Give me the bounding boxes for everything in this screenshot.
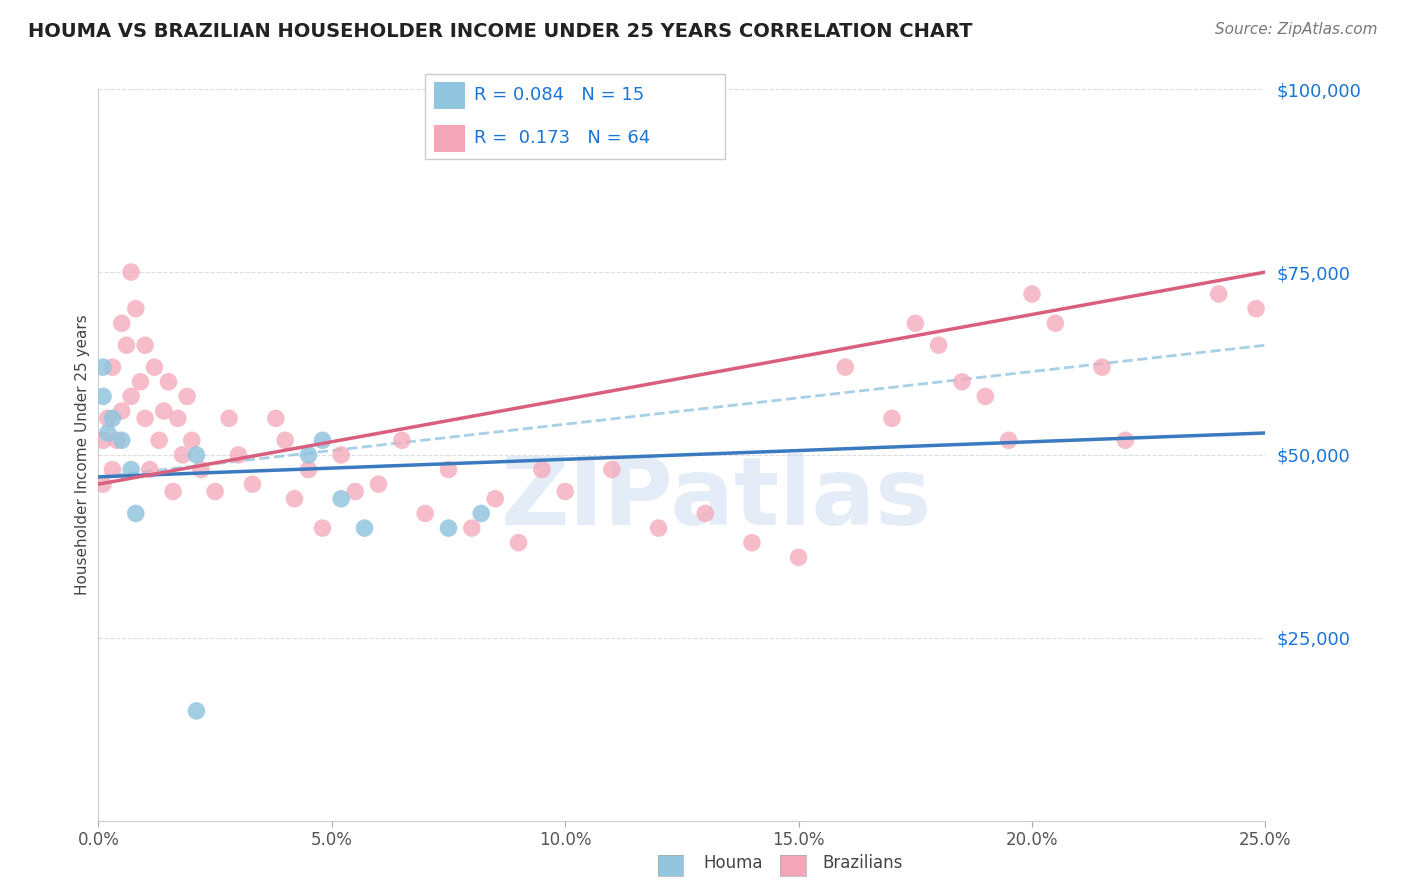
Text: R = 0.084   N = 15: R = 0.084 N = 15 bbox=[474, 87, 644, 104]
Text: HOUMA VS BRAZILIAN HOUSEHOLDER INCOME UNDER 25 YEARS CORRELATION CHART: HOUMA VS BRAZILIAN HOUSEHOLDER INCOME UN… bbox=[28, 22, 973, 41]
Point bbox=[554, 484, 576, 499]
Point bbox=[111, 404, 134, 418]
Point bbox=[125, 301, 148, 316]
Point bbox=[186, 704, 208, 718]
Point bbox=[950, 375, 973, 389]
Point bbox=[134, 411, 156, 425]
Point bbox=[218, 411, 240, 425]
Point bbox=[274, 434, 297, 448]
Point bbox=[91, 389, 114, 403]
Point bbox=[647, 521, 669, 535]
Point bbox=[139, 462, 162, 476]
Point bbox=[176, 389, 198, 403]
Point bbox=[91, 360, 114, 375]
Y-axis label: Householder Income Under 25 years: Householder Income Under 25 years bbox=[75, 315, 90, 595]
Point bbox=[186, 448, 208, 462]
Point bbox=[111, 434, 134, 448]
Point bbox=[152, 404, 174, 418]
Point bbox=[97, 411, 120, 425]
Point bbox=[330, 448, 353, 462]
Point bbox=[530, 462, 553, 476]
Point bbox=[97, 425, 120, 440]
Point bbox=[162, 484, 184, 499]
Point bbox=[105, 434, 128, 448]
Point bbox=[134, 338, 156, 352]
Point bbox=[204, 484, 226, 499]
Point bbox=[787, 550, 810, 565]
Bar bbox=[434, 82, 465, 109]
FancyBboxPatch shape bbox=[425, 74, 725, 159]
Point bbox=[297, 462, 319, 476]
Point bbox=[461, 521, 484, 535]
Point bbox=[101, 462, 124, 476]
Point bbox=[437, 521, 460, 535]
Point bbox=[1244, 301, 1267, 316]
Point bbox=[120, 265, 142, 279]
Point bbox=[125, 507, 148, 521]
Point bbox=[101, 411, 124, 425]
Point bbox=[111, 316, 134, 330]
Point bbox=[928, 338, 950, 352]
Point bbox=[391, 434, 413, 448]
Point bbox=[166, 411, 188, 425]
Point bbox=[115, 338, 138, 352]
Point bbox=[344, 484, 367, 499]
Point bbox=[1114, 434, 1136, 448]
Point bbox=[228, 448, 250, 462]
Point bbox=[157, 375, 180, 389]
Point bbox=[741, 535, 763, 549]
Bar bbox=[434, 125, 465, 152]
Text: Houma: Houma bbox=[703, 855, 762, 872]
Point bbox=[437, 462, 460, 476]
Point bbox=[143, 360, 166, 375]
Point bbox=[242, 477, 264, 491]
Point bbox=[413, 507, 436, 521]
Point bbox=[180, 434, 202, 448]
Point bbox=[148, 434, 170, 448]
Text: ZIPatlas: ZIPatlas bbox=[501, 453, 932, 545]
Text: R =  0.173   N = 64: R = 0.173 N = 64 bbox=[474, 129, 651, 147]
Point bbox=[101, 360, 124, 375]
Point bbox=[470, 507, 492, 521]
Point bbox=[129, 375, 152, 389]
Point bbox=[367, 477, 389, 491]
Point bbox=[172, 448, 194, 462]
Point bbox=[1045, 316, 1067, 330]
Point bbox=[1021, 287, 1043, 301]
Point bbox=[600, 462, 623, 476]
Point bbox=[283, 491, 305, 506]
Text: Source: ZipAtlas.com: Source: ZipAtlas.com bbox=[1215, 22, 1378, 37]
Text: Brazilians: Brazilians bbox=[823, 855, 903, 872]
Point bbox=[264, 411, 287, 425]
Point bbox=[1208, 287, 1230, 301]
Point bbox=[91, 477, 114, 491]
Point bbox=[311, 521, 333, 535]
Point bbox=[484, 491, 506, 506]
Point bbox=[834, 360, 856, 375]
Point bbox=[1091, 360, 1114, 375]
Point bbox=[190, 462, 212, 476]
Point bbox=[120, 389, 142, 403]
Point bbox=[997, 434, 1019, 448]
Point bbox=[311, 434, 333, 448]
Point bbox=[353, 521, 375, 535]
Point bbox=[695, 507, 717, 521]
Point bbox=[974, 389, 997, 403]
Point bbox=[330, 491, 353, 506]
Point bbox=[880, 411, 903, 425]
Point bbox=[120, 462, 142, 476]
Point bbox=[904, 316, 927, 330]
Point bbox=[297, 448, 319, 462]
Point bbox=[508, 535, 530, 549]
Point bbox=[91, 434, 114, 448]
